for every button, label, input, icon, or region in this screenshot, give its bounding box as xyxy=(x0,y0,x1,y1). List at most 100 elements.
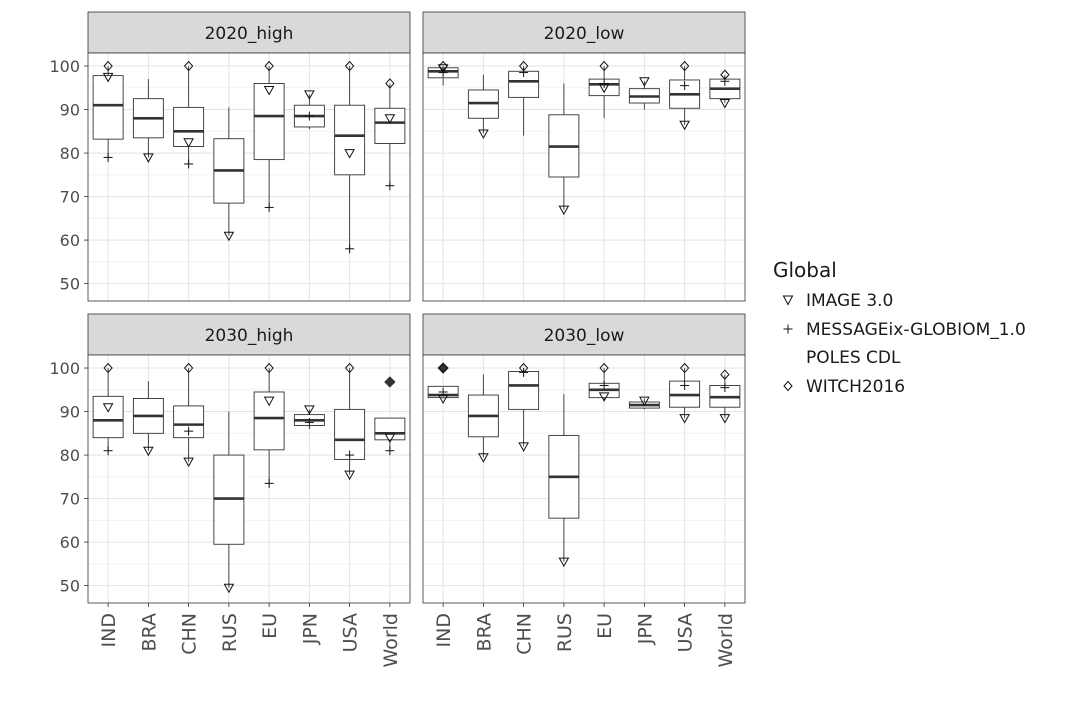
facet-panel-2020-low: 2020_low xyxy=(422,11,746,302)
y-tick-label: 90 xyxy=(60,101,80,120)
marker-image-3-0 xyxy=(719,99,731,109)
marker-witch2016 xyxy=(599,362,609,374)
marker-witch2016 xyxy=(183,60,194,72)
x-tick-label: JPN xyxy=(299,613,321,645)
marker-image-3-0 xyxy=(558,557,570,568)
x-tick-label: RUS xyxy=(554,613,576,652)
x-tick-label: BRA xyxy=(138,613,160,651)
y-tick-label: 90 xyxy=(60,403,80,422)
marker-witch2016 xyxy=(599,60,609,72)
x-tick-label: IND xyxy=(433,613,455,647)
marker-image-3-0 xyxy=(102,403,114,413)
x-tick-label: JPN xyxy=(634,613,656,645)
marker-image-3-0 xyxy=(223,231,235,242)
marker-witch2016 xyxy=(264,60,274,72)
box-World xyxy=(374,107,406,144)
marker-witch2016 xyxy=(438,362,448,374)
marker-image-3-0 xyxy=(183,138,194,148)
x-tick-label: BRA xyxy=(473,613,495,651)
marker-witch2016 xyxy=(679,60,690,72)
legend-key-diamond xyxy=(783,380,793,392)
marker-witch2016 xyxy=(385,78,395,89)
marker-witch2016 xyxy=(679,362,690,374)
y-tick-label: 50 xyxy=(60,577,80,596)
x-tick-label: World xyxy=(380,613,402,667)
panel-border xyxy=(422,354,746,604)
facet-strip xyxy=(422,313,746,356)
facet-strip xyxy=(87,11,411,54)
x-tick-label: World xyxy=(715,613,737,667)
panel-border xyxy=(422,52,746,302)
marker-image-3-0 xyxy=(223,583,235,594)
marker-image-3-0 xyxy=(679,414,690,424)
marker-image-3-0 xyxy=(304,405,315,415)
x-tick-label: USA xyxy=(340,613,362,652)
y-tick-label: 80 xyxy=(60,144,80,163)
facet-panel-2030-high: 2030_high 50 60 70 80 90 100 IND BRA CHN RUS EU JPN U… xyxy=(49,313,411,667)
marker-image-3-0 xyxy=(598,392,610,402)
facet-title: 2030_low xyxy=(544,326,625,346)
panel-border xyxy=(87,52,411,302)
box-USA xyxy=(334,104,366,176)
marker-image-3-0 xyxy=(558,205,570,216)
marker-image-3-0 xyxy=(344,470,355,481)
marker-image-3-0 xyxy=(102,72,114,83)
legend-title: Global xyxy=(773,258,837,282)
legend-key-triangle xyxy=(782,295,794,306)
marker-image-3-0 xyxy=(639,77,650,87)
legend: Global IMAGE 3.0 MESSAGEix-GLOBIOM_1.0 POLE… xyxy=(773,258,1026,397)
y-tick-label: 70 xyxy=(60,490,80,509)
marker-witch2016 xyxy=(720,69,730,81)
y-tick-label: 70 xyxy=(60,188,80,207)
facet-title: 2030_high xyxy=(205,326,294,346)
marker-witch2016 xyxy=(183,362,194,374)
facet-title: 2020_high xyxy=(205,24,294,44)
box-IND xyxy=(92,75,124,140)
marker-image-3-0 xyxy=(679,120,690,131)
marker-witch2016 xyxy=(344,60,355,72)
marker-witch2016 xyxy=(438,60,448,72)
box-EU xyxy=(253,391,285,451)
marker-image-3-0 xyxy=(384,114,396,124)
marker-image-3-0 xyxy=(263,396,275,407)
facet-panel-2030-low: 2030_low IND BRA CHN RUS EU JPN USA World xyxy=(422,313,746,667)
box-EU xyxy=(253,83,285,161)
marker-image-3-0 xyxy=(183,457,194,468)
legend-entry-label: IMAGE 3.0 xyxy=(806,291,893,311)
facet-strip xyxy=(422,11,746,54)
x-tick-label: EU xyxy=(594,613,616,639)
panel-border xyxy=(87,354,411,604)
y-tick-label: 60 xyxy=(60,533,80,552)
y-tick-label: 100 xyxy=(49,359,80,378)
box-IND xyxy=(92,395,124,439)
marker-image-3-0 xyxy=(478,129,489,140)
y-tick-label: 50 xyxy=(60,275,80,294)
marker-image-3-0 xyxy=(719,414,731,424)
marker-witch2016 xyxy=(720,369,730,380)
x-tick-label: IND xyxy=(98,613,120,647)
legend-entry-label: WITCH2016 xyxy=(806,377,905,397)
marker-witch2016 xyxy=(103,60,113,72)
marker-image-3-0 xyxy=(263,85,275,96)
y-tick-label: 100 xyxy=(49,57,80,76)
y-tick-label: 80 xyxy=(60,446,80,465)
marker-witch2016 xyxy=(518,60,529,72)
outlier-point xyxy=(384,376,396,388)
marker-witch2016 xyxy=(264,362,274,374)
x-tick-label: CHN xyxy=(179,613,201,655)
box-CHN xyxy=(508,371,540,410)
legend-entry-label: MESSAGEix-GLOBIOM_1.0 xyxy=(806,320,1026,340)
x-tick-label: RUS xyxy=(219,613,241,652)
marker-witch2016 xyxy=(344,362,355,374)
x-tick-label: USA xyxy=(675,613,697,652)
x-tick-label: CHN xyxy=(514,613,536,655)
facet-strip xyxy=(87,313,411,356)
marker-image-3-0 xyxy=(344,149,355,159)
marker-image-3-0 xyxy=(518,442,529,452)
marker-image-3-0 xyxy=(478,453,489,463)
y-tick-label: 60 xyxy=(60,231,80,250)
marker-image-3-0 xyxy=(304,90,315,100)
marker-image-3-0 xyxy=(384,433,396,444)
